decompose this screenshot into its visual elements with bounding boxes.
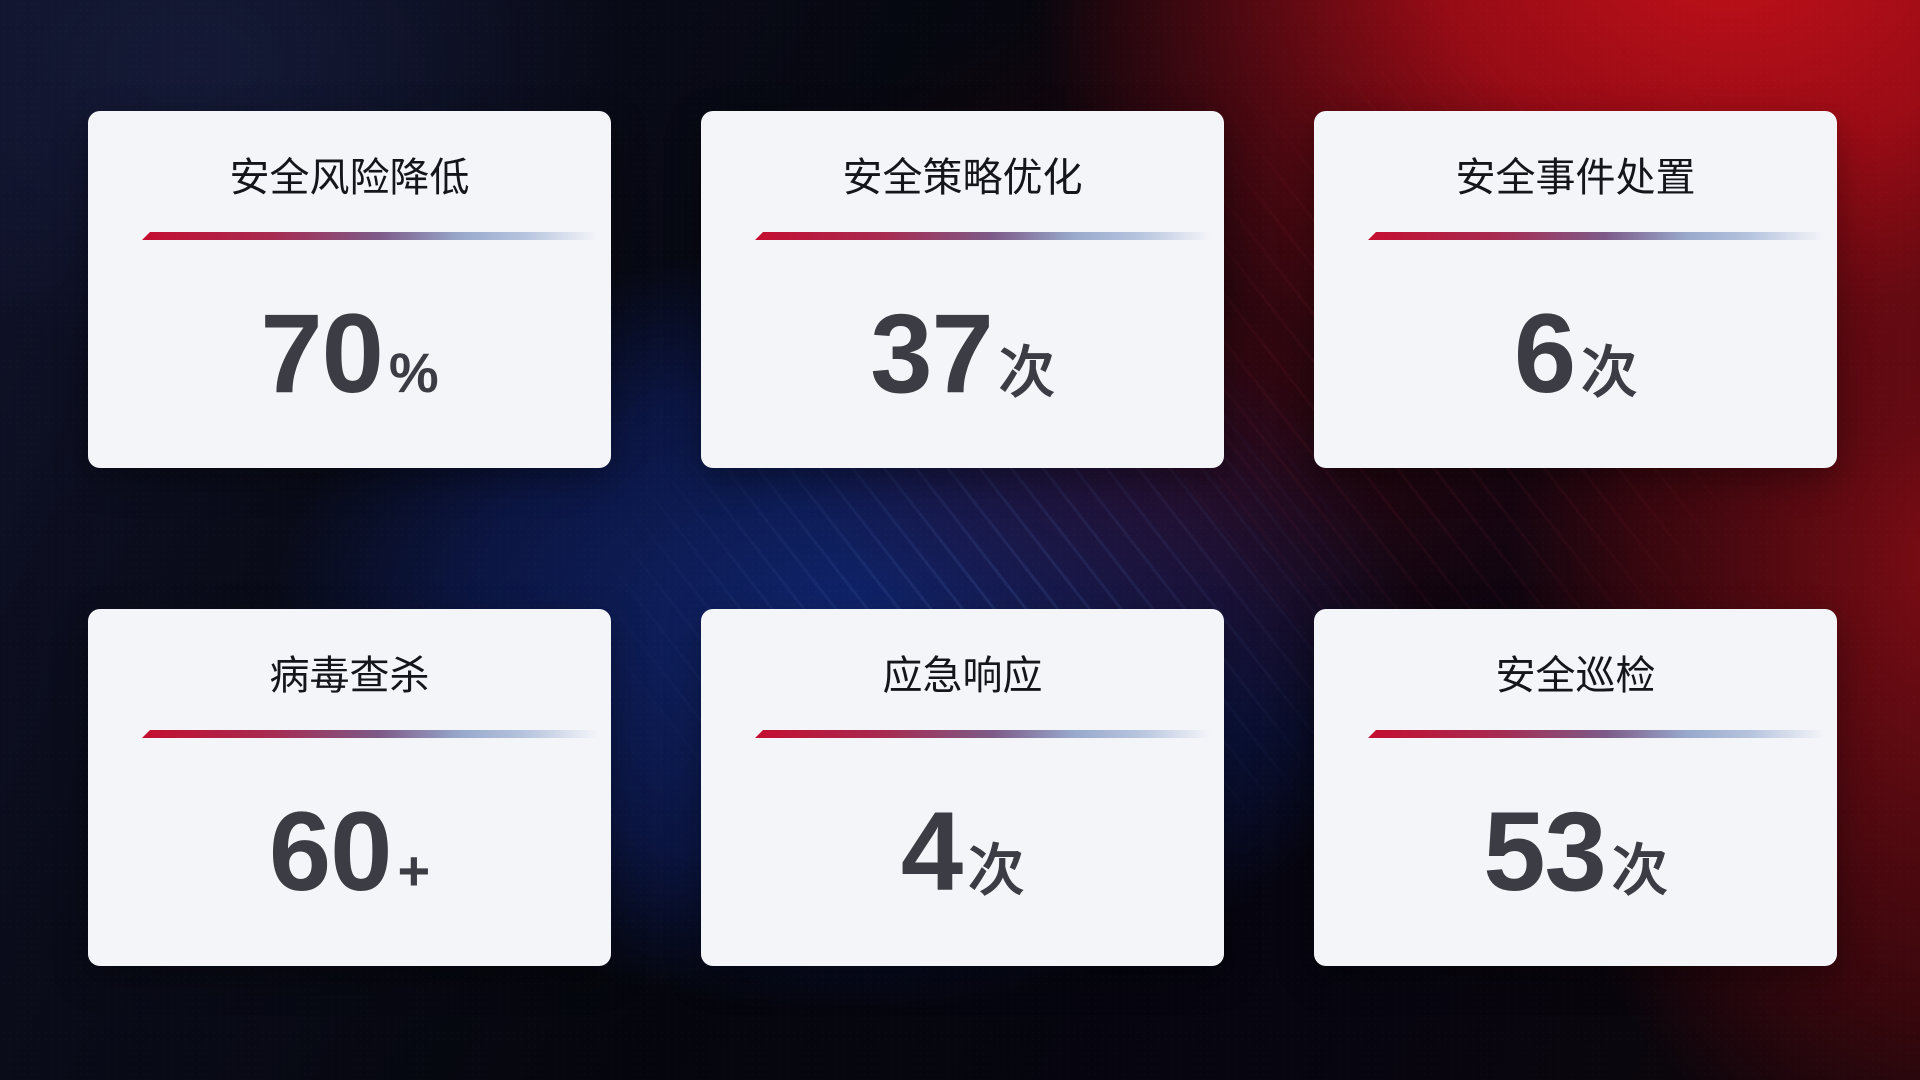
gradient-divider xyxy=(1368,730,1824,738)
card-title: 安全事件处置 xyxy=(1455,156,1696,200)
stat-card-security-inspection: 安全巡检 53 次 xyxy=(1314,609,1837,966)
stat-value-area: 60 + xyxy=(88,738,611,966)
gradient-divider xyxy=(755,730,1211,738)
stat-value: 60 xyxy=(268,789,393,914)
card-title: 安全策略优化 xyxy=(842,156,1083,200)
stat-unit: 次 xyxy=(1611,839,1668,902)
stat-unit: 次 xyxy=(968,839,1025,902)
stat-value: 37 xyxy=(870,291,994,416)
stat-value-group: 53 次 xyxy=(1483,796,1668,908)
stat-unit: 次 xyxy=(1581,341,1638,404)
card-title: 应急响应 xyxy=(882,654,1043,698)
stat-value: 4 xyxy=(900,789,963,914)
gradient-divider xyxy=(142,232,598,240)
stat-card-security-policy-optimization: 安全策略优化 37 次 xyxy=(701,111,1224,468)
stat-value-group: 60 + xyxy=(269,796,430,908)
stat-value: 6 xyxy=(1513,291,1576,416)
stat-value-group: 70% xyxy=(260,298,438,410)
stat-value-area: 70% xyxy=(88,240,611,468)
gradient-divider xyxy=(755,232,1211,240)
stat-value-group: 37 次 xyxy=(870,298,1055,410)
stat-unit: % xyxy=(388,341,439,404)
stat-value-area: 37 次 xyxy=(701,240,1224,468)
gradient-divider xyxy=(1368,232,1824,240)
stat-value: 53 xyxy=(1483,789,1607,914)
stat-unit: 次 xyxy=(998,341,1055,404)
stat-unit: + xyxy=(397,839,431,902)
stat-card-virus-scan: 病毒查杀 60 + xyxy=(88,609,611,966)
card-title: 病毒查杀 xyxy=(269,654,430,698)
stat-card-security-risk-reduction: 安全风险降低 70% xyxy=(88,111,611,468)
stat-value-area: 53 次 xyxy=(1314,738,1837,966)
gradient-divider xyxy=(142,730,598,738)
card-title: 安全风险降低 xyxy=(229,156,470,200)
stat-value: 70 xyxy=(260,291,384,416)
card-title: 安全巡检 xyxy=(1495,654,1656,698)
